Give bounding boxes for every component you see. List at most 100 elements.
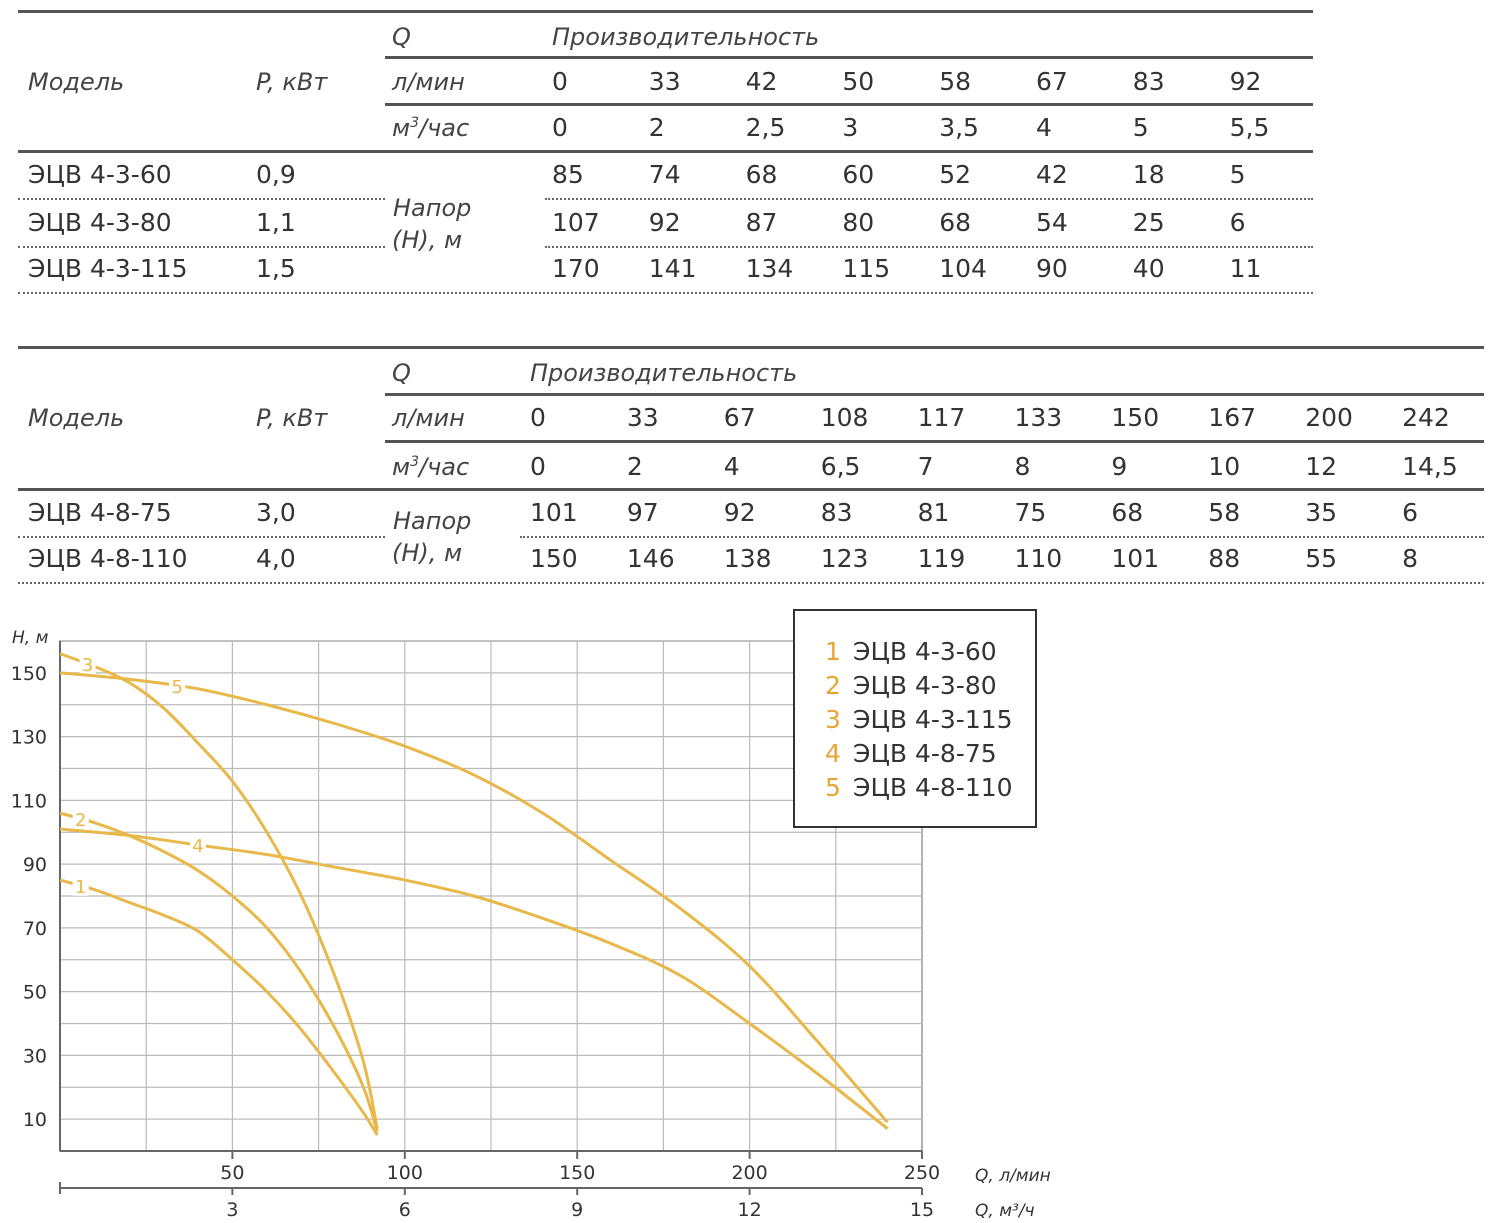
flow-lmin-value: 67: [1036, 67, 1068, 96]
head-value: 58: [1208, 498, 1241, 527]
unit-m3h-sup: 3: [410, 115, 420, 131]
head-value: 5: [1229, 160, 1246, 189]
head-value: 87: [745, 208, 778, 237]
head-value: 74: [648, 160, 681, 189]
curve-label-bg: [72, 808, 89, 829]
legend-label: ЭЦВ 4-8-110: [853, 773, 1013, 802]
head-value: 101: [530, 498, 578, 527]
y-axis-label: H, м: [12, 628, 49, 648]
flow-m3h-value: 4: [723, 452, 740, 481]
table-rule: [385, 56, 1313, 59]
y-tick-label: 30: [23, 1045, 47, 1067]
curve-label: 2: [75, 810, 86, 831]
head-value: 110: [1014, 544, 1063, 573]
table-rule: [18, 488, 1484, 491]
head-value: 170: [552, 254, 600, 283]
head-value: 138: [723, 544, 772, 573]
flow-m3h-value: 2: [626, 452, 643, 481]
head-value: 25: [1132, 208, 1165, 237]
head-value: 92: [648, 208, 681, 237]
flow-m3h-value: 3: [842, 113, 859, 142]
curve-label: 4: [192, 836, 203, 857]
table-rule: [385, 440, 1484, 443]
flow-m3h-value: 5: [1132, 113, 1149, 142]
flow-m3h-value: 7: [917, 452, 934, 481]
legend-number: 1: [825, 637, 841, 666]
x-tick-label: 150: [559, 1162, 595, 1184]
table-rule: [18, 246, 385, 248]
head-value: 40: [1132, 254, 1165, 283]
flow-lmin-value: 58: [939, 67, 971, 96]
curve-2: [59, 811, 379, 1133]
head-value: 54: [1036, 208, 1068, 237]
x2-tick-label: 6: [399, 1199, 411, 1220]
legend-label: ЭЦВ 4-3-115: [853, 705, 1013, 734]
flow-lmin-value: 67: [723, 403, 756, 432]
curve-label-bg: [169, 675, 186, 696]
legend-number: 3: [825, 705, 841, 734]
unit-m3h-tail: /час: [419, 114, 470, 142]
head-value: 115: [842, 254, 891, 283]
head-value: 88: [1208, 544, 1241, 573]
flow-m3h-value: 5,5: [1229, 113, 1270, 142]
head-value: 146: [626, 544, 675, 573]
flow-lmin-value: 108: [820, 403, 869, 432]
table-rule: [385, 393, 1484, 396]
q-label: Q: [392, 359, 411, 387]
table-rule: [18, 292, 1313, 294]
unit-m3h-tail: /час: [419, 453, 470, 481]
y-tick-label: 150: [11, 663, 47, 685]
head-value: 55: [1305, 544, 1337, 573]
legend-label: ЭЦВ 4-8-75: [853, 739, 997, 768]
curve-label: 3: [82, 655, 93, 676]
legend-item: 5 ЭЦВ 4-8-110: [825, 773, 1013, 802]
curve-label: 1: [75, 877, 86, 898]
head-label-1: Напор: [393, 507, 472, 535]
power-header: P, кВт: [256, 68, 328, 96]
head-value: 119: [917, 544, 966, 573]
head-value: 83: [820, 498, 853, 527]
y-tick-label: 130: [11, 727, 47, 749]
curve-label-bg: [189, 835, 206, 855]
model-header: Модель: [28, 404, 125, 432]
capacity-label: Производительность: [530, 359, 798, 387]
head-value: 18: [1132, 160, 1165, 189]
table-rule: [18, 582, 1484, 584]
x-tick-label: 200: [731, 1162, 767, 1184]
flow-lmin-value: 150: [1111, 403, 1160, 432]
x2-tick-label: 3: [226, 1199, 238, 1220]
x-tick-label: 50: [220, 1162, 244, 1184]
head-value: 80: [842, 208, 875, 237]
flow-lmin-value: 0: [530, 403, 546, 432]
table-rule: [520, 536, 1484, 538]
table-rule: [18, 198, 385, 200]
head-label-2: (H), м: [392, 539, 463, 567]
head-value: 6: [1229, 208, 1246, 237]
unit-lmin: л/мин: [392, 404, 465, 432]
flow-lmin-value: 117: [917, 403, 966, 432]
x-tick-label: 100: [387, 1162, 423, 1184]
head-value: 90: [1036, 254, 1068, 283]
curve-label: 5: [172, 677, 183, 698]
curve-1: [59, 878, 379, 1136]
flow-lmin-value: 167: [1208, 403, 1257, 432]
head-value: 60: [842, 160, 875, 189]
legend-number: 2: [825, 671, 841, 700]
head-value: 150: [530, 544, 578, 573]
model-name: ЭЦВ 4-3-60: [28, 160, 172, 189]
x2-tick-label: 12: [738, 1199, 762, 1220]
legend-number: 4: [825, 739, 841, 768]
head-value: 42: [1036, 160, 1068, 189]
flow-m3h-value: 8: [1014, 452, 1031, 481]
flow-lmin-value: 50: [842, 67, 875, 96]
model-name: ЭЦВ 4-3-115: [28, 254, 188, 283]
unit-m3h-base: м: [392, 453, 411, 481]
y-tick-label: 70: [23, 918, 47, 940]
flow-m3h-value: 6,5: [820, 452, 861, 481]
head-value: 141: [648, 254, 697, 283]
flow-m3h-value: 12: [1305, 452, 1337, 481]
flow-lmin-value: 42: [745, 67, 778, 96]
flow-m3h-value: 2,5: [745, 113, 786, 142]
head-value: 81: [917, 498, 950, 527]
legend-item: 3 ЭЦВ 4-3-115: [825, 705, 1013, 734]
